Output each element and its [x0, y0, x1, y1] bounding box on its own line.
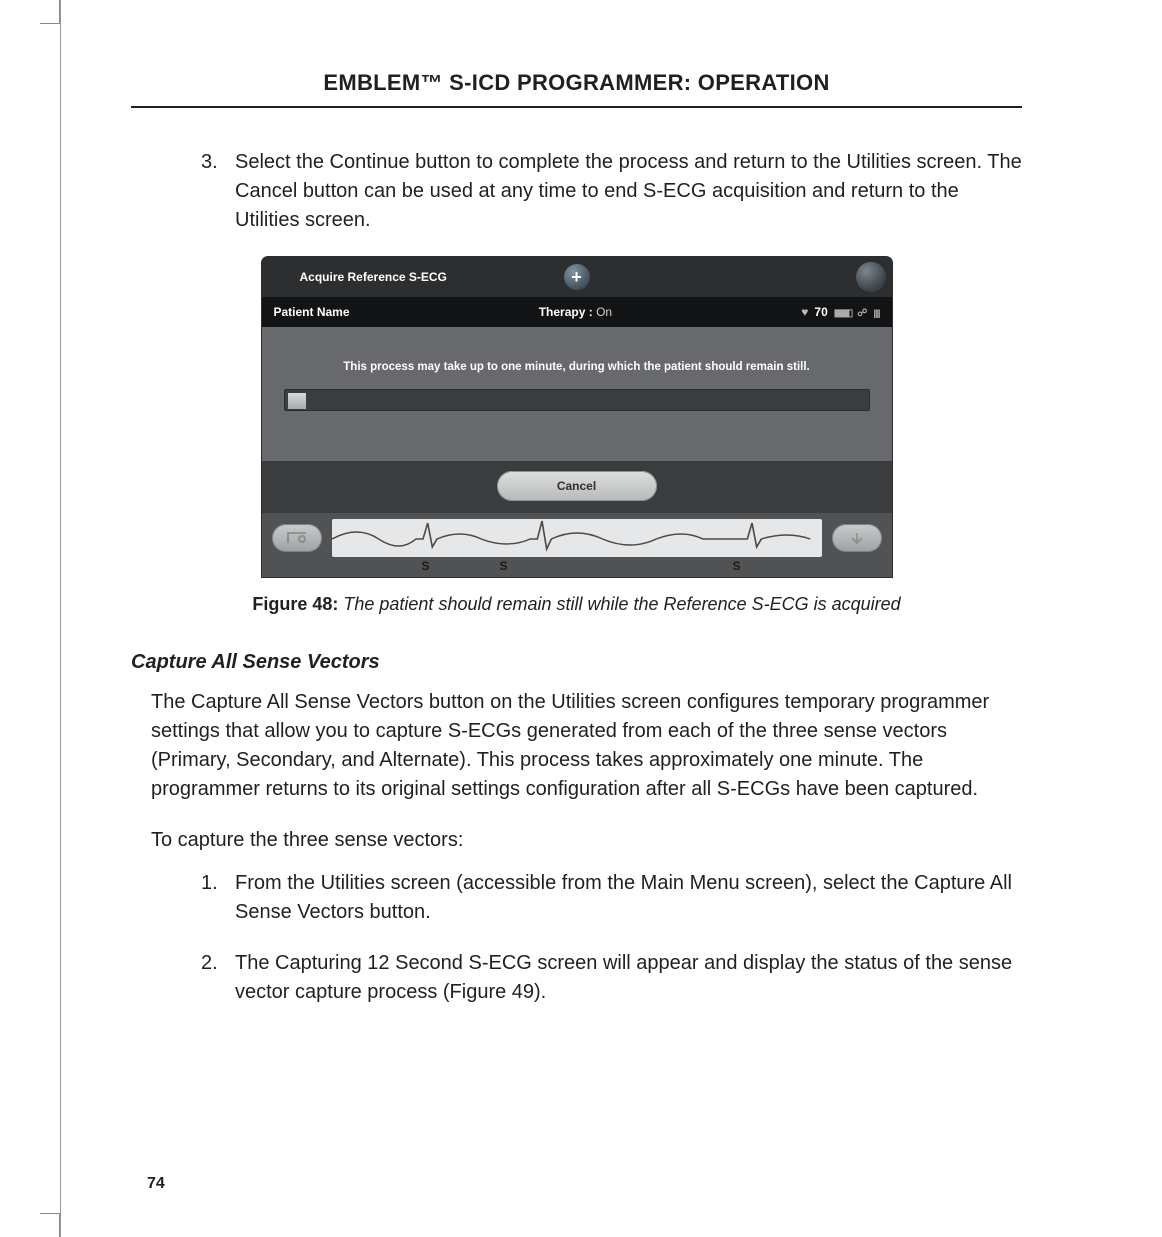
therapy-label: Therapy : — [539, 305, 593, 319]
paragraph-main: The Capture All Sense Vectors button on … — [151, 688, 1022, 804]
ecg-waveform — [332, 519, 822, 557]
heart-icon: ♥ — [801, 305, 808, 319]
battery-icon — [834, 305, 852, 319]
figure-label: Figure 48: — [252, 594, 338, 614]
ecg-right-button[interactable] — [832, 524, 882, 552]
step-3: 3. Select the Continue button to complet… — [201, 148, 1022, 235]
figure-caption: Figure 48: The patient should remain sti… — [131, 594, 1022, 615]
page-content: EMBLEM™ S-ICD PROGRAMMER: OPERATION 3. S… — [60, 0, 1102, 1237]
screen-title: Acquire Reference S-ECG — [300, 270, 447, 284]
step-text: From the Utilities screen (accessible fr… — [235, 869, 1022, 927]
telemetry-icon — [857, 305, 867, 319]
step-number: 2. — [201, 949, 235, 1007]
crop-mark-top — [40, 0, 60, 24]
list-item-2: 2. The Capturing 12 Second S-ECG screen … — [201, 949, 1022, 1007]
crop-mark-bottom — [40, 1213, 60, 1237]
figure-text: The patient should remain still while th… — [343, 594, 900, 614]
button-bar: Cancel — [262, 461, 892, 513]
signal-icon — [873, 305, 879, 319]
step-text: Select the Continue button to complete t… — [235, 148, 1022, 235]
status-right: ♥ 70 — [801, 305, 879, 319]
rescue-shock-icon[interactable]: + — [564, 264, 590, 290]
list-item-1: 1. From the Utilities screen (accessible… — [201, 869, 1022, 927]
cancel-button[interactable]: Cancel — [497, 471, 657, 501]
screenshot-container: Acquire Reference S-ECG + Patient Name T… — [131, 257, 1022, 582]
ecg-left-button[interactable] — [272, 524, 322, 552]
section-title: EMBLEM™ S-ICD PROGRAMMER: OPERATION — [131, 70, 1022, 108]
status-bar: Patient Name Therapy : On ♥ 70 — [262, 297, 892, 327]
device-screenshot: Acquire Reference S-ECG + Patient Name T… — [262, 257, 892, 577]
paragraph-lead: To capture the three sense vectors: — [151, 826, 1022, 855]
ecg-trace — [332, 521, 810, 549]
page-number: 74 — [147, 1175, 165, 1193]
patient-name-label: Patient Name — [274, 305, 350, 319]
progress-fill — [288, 393, 306, 409]
therapy-value: On — [596, 305, 612, 319]
sense-labels: S S S — [262, 559, 892, 577]
s-label: S — [500, 559, 508, 573]
s-label: S — [422, 559, 430, 573]
step-number: 1. — [201, 869, 235, 927]
s-label: S — [733, 559, 741, 573]
screenshot-body: This process may take up to one minute, … — [262, 327, 892, 461]
progress-bar — [284, 389, 870, 411]
heart-rate: 70 — [814, 305, 827, 319]
ecg-bar — [262, 513, 892, 559]
therapy-status: Therapy : On — [350, 305, 802, 319]
process-message: This process may take up to one minute, … — [280, 361, 874, 373]
screenshot-topbar: Acquire Reference S-ECG + — [262, 257, 892, 297]
corner-button[interactable] — [856, 262, 886, 292]
step-number: 3. — [201, 148, 235, 235]
step-text: The Capturing 12 Second S-ECG screen wil… — [235, 949, 1022, 1007]
subsection-heading: Capture All Sense Vectors — [131, 651, 1022, 674]
